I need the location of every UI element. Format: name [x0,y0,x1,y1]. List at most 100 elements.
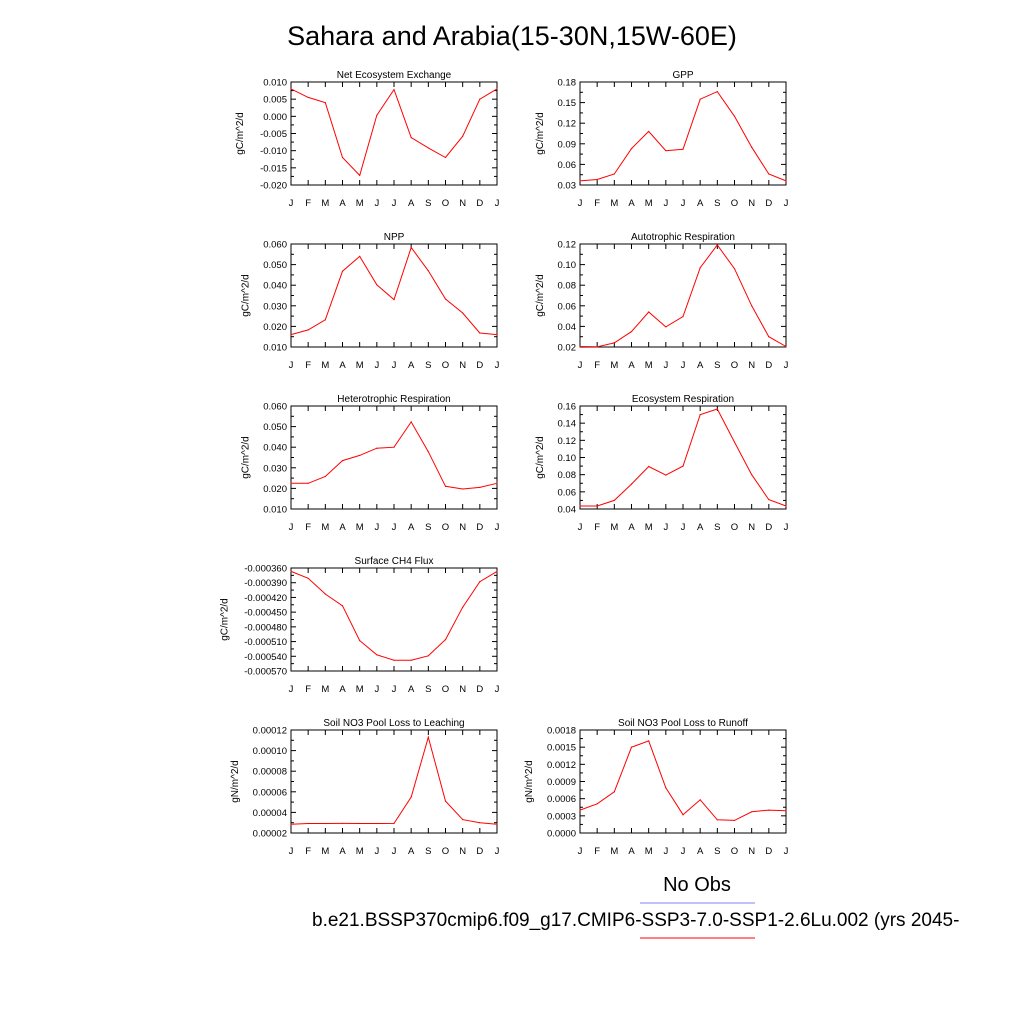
y-tick-label: 0.010 [263,505,287,516]
y-axis-label: gC/m^2/d [235,112,246,155]
y-tick-label: 0.12 [558,119,577,130]
x-tick-label: M [321,522,329,533]
x-tick-label: J [392,846,397,857]
data-point [376,114,378,116]
data-point [613,173,615,175]
x-tick-label: N [459,846,466,857]
series-line [291,420,498,490]
x-tick-label: D [476,846,483,857]
x-tick-label: F [305,684,311,695]
y-tick-label: 0.08 [558,470,577,481]
x-tick-label: J [392,684,397,695]
data-point [665,150,667,152]
x-tick-label: N [748,360,755,371]
data-point [290,482,292,484]
data-point [462,312,464,314]
data-point [324,475,326,478]
data-point [427,270,429,272]
x-tick-label: A [408,522,415,533]
x-tick-label: S [425,684,431,695]
y-tick-label: 0.00006 [253,787,287,798]
data-point [341,822,344,825]
x-tick-label: M [645,846,653,857]
data-point [427,736,429,738]
x-tick-label: J [374,846,379,857]
x-tick-label: J [578,360,583,371]
x-tick-label: A [339,846,346,857]
panel-5: Heterotrophic Respiration 0.060 0.050 0.040… [241,394,500,533]
series-line [579,740,787,821]
panel-title: Soil NO3 Pool Loss to Leaching [323,718,464,729]
data-point [579,345,581,348]
x-tick-label: J [495,522,500,533]
data-point [630,148,633,150]
data-point [341,459,344,462]
x-tick-label: M [610,846,618,857]
data-point [479,486,481,488]
data-point [579,809,581,811]
data-point [479,581,481,583]
plot-frame [290,81,498,186]
x-tick-label: D [476,360,483,371]
x-tick-label: J [495,684,500,695]
series-line [579,90,787,182]
y-axis-label: gC/m^2/d [535,274,546,317]
data-point [648,740,650,742]
data-point [410,421,412,423]
panels: Net Ecosystem Exchange 0.010 0.005 0.000 -0.… [219,70,788,857]
x-tick-label: F [305,846,311,857]
series-line [579,244,787,348]
x-tick-label: M [610,360,618,371]
data-point [579,180,581,182]
y-tick-label: -0.000450 [244,608,287,619]
data-point [444,298,447,300]
x-tick-label: J [289,198,294,209]
x-tick-label: A [339,360,346,371]
y-tick-label: 0.000 [263,112,287,123]
data-point [699,799,701,801]
y-axis-label: gC/m^2/d [535,436,546,479]
x-tick-label: F [305,522,311,533]
x-tick-label: J [374,360,379,371]
x-tick-label: M [356,360,364,371]
plot-frame [579,243,787,348]
data-point [307,822,309,825]
y-tick-label: -0.015 [260,163,287,174]
panel-title: GPP [672,70,693,81]
data-point [699,413,701,416]
x-tick-label: J [784,846,789,857]
x-tick-label: J [495,846,500,857]
x-tick-label: A [697,198,704,209]
x-tick-label: M [610,522,618,533]
x-tick-label: O [442,522,449,533]
x-tick-label: F [305,360,311,371]
data-point [496,823,498,825]
x-tick-label: J [374,522,379,533]
data-point [376,284,378,286]
data-point [648,465,650,468]
data-point [290,570,292,573]
data-point [596,346,598,348]
data-point [410,659,412,661]
data-point [665,326,667,328]
y-axis-label: gC/m^2/d [241,436,252,479]
plot-frame [579,405,787,510]
panel-title: Ecosystem Respiration [632,394,734,405]
plot-frame [579,81,787,186]
data-point [307,577,309,579]
x-tick-label: A [408,846,415,857]
panel-title: Surface CH4 Flux [355,556,434,567]
data-point [733,115,736,117]
y-tick-label: -0.000390 [244,578,287,589]
x-tick-label: J [784,522,789,533]
data-point [359,639,361,642]
data-point [699,267,701,269]
x-tick-label: J [578,846,583,857]
x-tick-label: O [442,198,449,209]
data-point [699,98,701,100]
legend: No Obs b.e21.BSSP370cmip6.f09_g17.CMIP6-… [312,874,959,939]
y-tick-label: -0.000540 [244,652,287,663]
plot-frame [290,567,498,672]
x-tick-label: M [645,198,653,209]
